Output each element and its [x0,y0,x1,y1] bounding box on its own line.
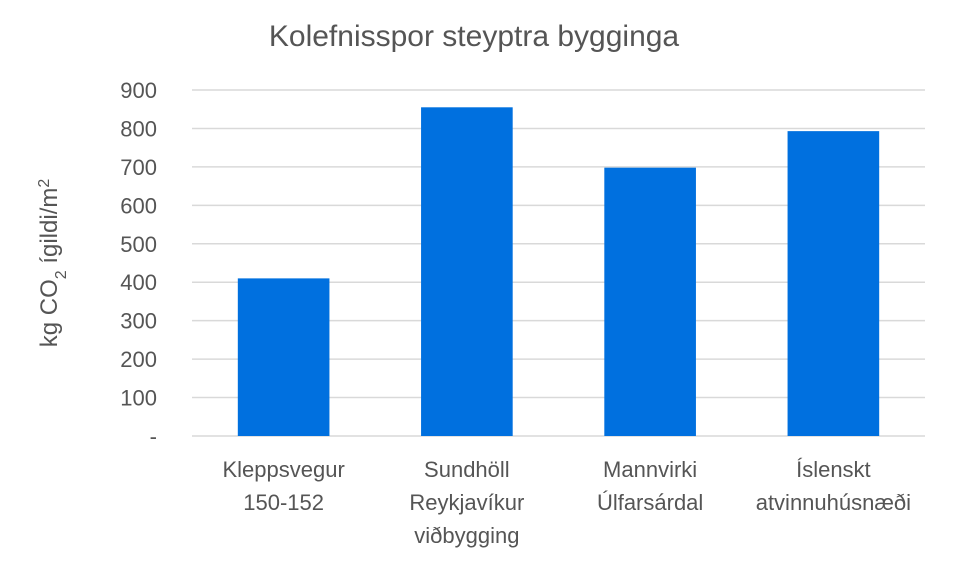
y-tick-label: 300 [120,309,157,334]
chart-title: Kolefnisspor steyptra bygginga [269,20,680,53]
y-tick-label: 400 [120,270,157,295]
x-axis-categories: Kleppsvegur 150-152 Sundhöll Reykjavíkur við… [222,457,911,548]
y-axis-ticks: - 100 200 300 400 500 600 700 800 900 [120,78,157,449]
y-tick-label: 100 [120,386,157,411]
category-label: Mannvirki Úlfarsárdal [597,457,703,515]
category-label: Kleppsvegur 150-152 [222,457,344,515]
y-tick-label: 900 [120,78,157,103]
bars [237,107,880,437]
y-tick-label: - [150,424,157,449]
y-axis-label: kg CO2 ígildi/m2 [36,179,70,348]
bar [421,107,513,437]
y-tick-label: 700 [120,155,157,180]
category-label: Íslenskt atvinnuhúsnæði [756,457,911,515]
y-tick-label: 500 [120,232,157,257]
category-label: Sundhöll Reykjavíkur viðbygging [409,457,524,548]
y-tick-label: 800 [120,116,157,141]
bar [787,131,880,436]
y-tick-label: 200 [120,347,157,372]
y-tick-label: 600 [120,193,157,218]
bar [604,167,696,436]
bar [237,278,330,436]
